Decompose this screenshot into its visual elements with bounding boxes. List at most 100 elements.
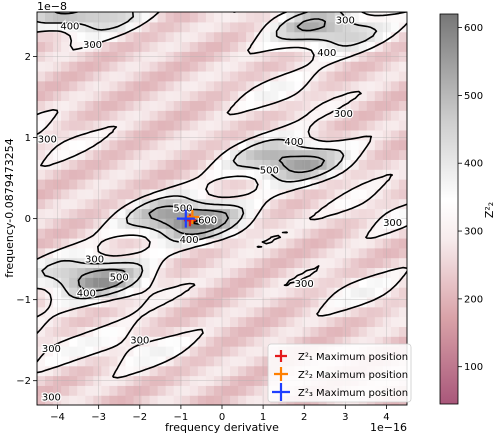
heatmap-cell xyxy=(366,247,376,259)
heatmap-cell xyxy=(133,169,143,180)
heatmap-cell xyxy=(37,120,46,131)
heatmap-cell xyxy=(254,188,263,200)
heatmap-cell xyxy=(286,257,295,269)
heatmap-cell xyxy=(77,31,86,43)
heatmap-cell xyxy=(294,129,304,141)
heatmap-cell xyxy=(318,257,328,269)
heatmap-cell xyxy=(181,31,191,43)
heatmap-cell xyxy=(390,198,400,210)
heatmap-cell xyxy=(374,179,384,190)
heatmap-cell xyxy=(238,296,247,308)
heatmap-cell xyxy=(85,218,94,229)
heatmap-cell xyxy=(93,90,102,102)
heatmap-cell xyxy=(238,100,247,111)
heatmap-cell xyxy=(93,198,102,210)
heatmap-cell xyxy=(205,169,215,180)
heatmap-cell xyxy=(125,129,135,141)
heatmap-cell xyxy=(149,139,159,151)
contour-label: 400 xyxy=(284,137,303,148)
heatmap-cell xyxy=(398,247,407,259)
heatmap-cell xyxy=(342,120,352,131)
heatmap-cell xyxy=(350,159,360,170)
heatmap-cell xyxy=(246,208,255,219)
heatmap-cell xyxy=(125,237,135,249)
heatmap-cell xyxy=(398,80,407,92)
heatmap-cell xyxy=(213,355,223,367)
heatmap-cell xyxy=(342,198,352,210)
heatmap-cell xyxy=(390,129,400,141)
heatmap-cell xyxy=(230,267,239,278)
heatmap-cell xyxy=(374,100,384,111)
heatmap-cell xyxy=(189,129,199,141)
heatmap-cell xyxy=(133,179,143,190)
heatmap-cell xyxy=(85,179,94,190)
heatmap-cell xyxy=(286,61,295,72)
heatmap-cell xyxy=(181,395,191,405)
heatmap-cell xyxy=(326,90,336,102)
heatmap-cell xyxy=(165,277,175,288)
heatmap-cell xyxy=(238,169,247,180)
heatmap-cell xyxy=(238,188,247,200)
heatmap-cell xyxy=(173,336,183,347)
heatmap-cell xyxy=(366,120,376,131)
heatmap-cell xyxy=(77,61,86,72)
heatmap-cell xyxy=(189,257,199,269)
heatmap-cell xyxy=(45,159,54,170)
heatmap-cell xyxy=(254,70,263,82)
heatmap-cell xyxy=(318,110,328,121)
heatmap-cell xyxy=(262,70,271,82)
maximum-marker xyxy=(185,210,200,225)
heatmap-cell xyxy=(69,306,78,318)
heatmap-cell xyxy=(213,385,223,396)
heatmap-cell xyxy=(238,395,247,405)
heatmap-cell xyxy=(85,247,94,259)
heatmap-cell xyxy=(358,70,368,82)
heatmap-cell xyxy=(230,277,239,288)
heatmap-cell xyxy=(149,31,159,43)
heatmap-cell xyxy=(246,306,255,318)
heatmap-cell xyxy=(222,247,231,259)
heatmap-cell xyxy=(213,129,223,141)
heatmap-cell xyxy=(205,110,215,121)
heatmap-cell xyxy=(117,267,127,278)
heatmap-cell xyxy=(302,267,312,278)
heatmap-cell xyxy=(117,237,127,249)
heatmap-cell xyxy=(37,346,46,357)
heatmap-cell xyxy=(270,296,279,308)
heatmap-cell xyxy=(254,198,263,210)
heatmap-cell xyxy=(278,277,287,288)
heatmap-cell xyxy=(302,169,312,180)
heatmap-cell xyxy=(374,257,384,269)
heatmap-cell xyxy=(374,21,384,33)
heatmap-cell xyxy=(366,306,376,318)
heatmap-cell xyxy=(45,395,54,405)
heatmap-cell xyxy=(286,218,295,229)
heatmap-cell xyxy=(366,179,376,190)
heatmap-cell xyxy=(222,218,231,229)
heatmap-cell xyxy=(382,296,392,308)
heatmap-cell xyxy=(77,21,86,33)
x-tick-label: 0 xyxy=(219,412,225,423)
heatmap-cell xyxy=(254,159,263,170)
heatmap-cell xyxy=(270,316,279,327)
heatmap-cell xyxy=(230,31,239,43)
heatmap-cell xyxy=(141,21,151,33)
heatmap-cell xyxy=(197,61,207,72)
heatmap-cell xyxy=(77,336,86,347)
contour-label: 400 xyxy=(180,235,199,246)
heatmap-cell xyxy=(326,31,336,43)
heatmap-cell xyxy=(189,355,199,367)
heatmap-cell xyxy=(101,31,110,43)
heatmap-cell xyxy=(77,355,86,367)
contour-line-400 xyxy=(37,12,378,300)
heatmap-cell xyxy=(310,31,320,43)
heatmap-cell xyxy=(294,247,304,259)
heatmap-cell xyxy=(294,287,304,298)
heatmap-cell xyxy=(326,316,336,327)
heatmap-cell xyxy=(149,179,159,190)
heatmap-cell xyxy=(238,129,247,141)
heatmap-cell xyxy=(133,12,143,23)
heatmap-cell xyxy=(286,149,295,160)
heatmap-cell xyxy=(205,277,215,288)
heatmap-cell xyxy=(366,218,376,229)
